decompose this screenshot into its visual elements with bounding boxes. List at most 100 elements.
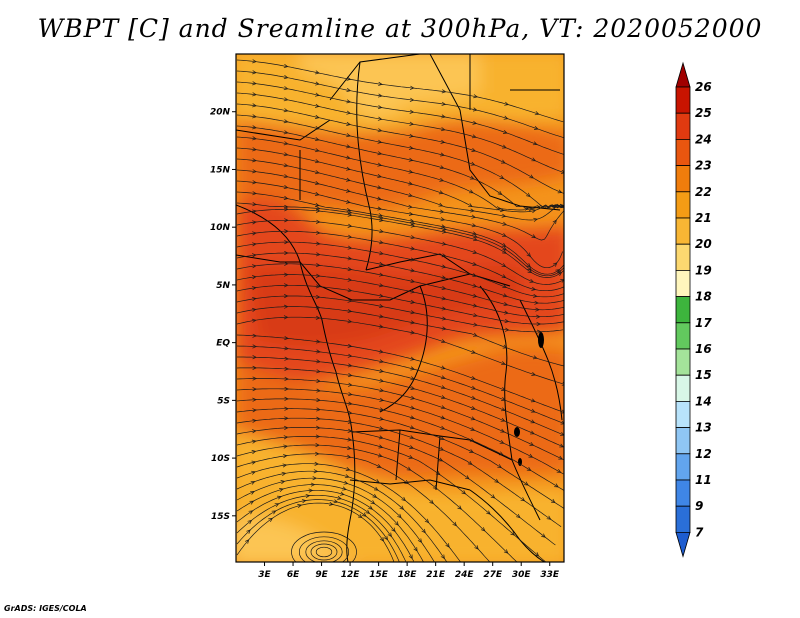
streamline-arrow — [439, 209, 445, 214]
streamline-arrow — [441, 224, 446, 229]
lon-label: 9E — [315, 570, 328, 580]
streamline-arrow — [440, 152, 445, 157]
streamline-arrow — [314, 191, 320, 196]
streamline-arrow — [315, 103, 320, 108]
streamline — [236, 263, 564, 311]
streamline-arrow — [536, 329, 542, 334]
streamline-arrow — [315, 434, 321, 439]
streamline — [236, 378, 564, 461]
streamline-arrow — [501, 263, 507, 268]
streamline-arrow — [410, 257, 416, 262]
streamline-arrow — [283, 185, 289, 190]
colorbar-swatch — [675, 138, 691, 166]
streamline-arrow — [529, 278, 535, 283]
streamline-arrow — [284, 366, 290, 371]
streamline-arrow — [315, 241, 321, 246]
streamline-arrow — [408, 145, 414, 150]
streamline-arrow — [500, 159, 506, 164]
streamline-arrow — [310, 482, 316, 487]
streamline — [236, 81, 564, 155]
lat-label: EQ — [216, 339, 230, 349]
streamline-arrow — [337, 495, 342, 500]
streamline-arrow — [526, 263, 531, 268]
streamline-arrow — [314, 148, 320, 153]
streamline-arrow — [410, 366, 416, 371]
streamline-arrow — [251, 264, 257, 269]
streamline-arrow — [283, 64, 289, 69]
colorbar-swatch — [675, 165, 691, 193]
streamline-arrow — [410, 320, 416, 325]
streamline-arrow — [379, 261, 384, 267]
streamline-arrow — [314, 170, 320, 175]
streamline-arrow — [560, 169, 564, 174]
streamline-arrow — [252, 408, 257, 413]
cyclone-ring — [310, 543, 338, 561]
streamlines — [236, 59, 564, 562]
streamline — [236, 408, 564, 509]
streamline-arrow — [440, 415, 446, 420]
streamline-arrow — [472, 107, 478, 112]
streamline-arrow — [252, 103, 257, 108]
streamline-arrow — [347, 319, 353, 324]
streamline-arrow — [424, 518, 430, 524]
streamline-arrow — [315, 81, 320, 86]
streamline-arrow — [297, 504, 303, 508]
streamline — [236, 147, 564, 213]
colorbar-swatch — [675, 243, 691, 271]
streamline-arrow — [283, 152, 289, 157]
streamline-arrow — [379, 537, 384, 542]
field-southwest-coolest — [236, 517, 354, 562]
streamline — [236, 494, 407, 562]
lon-label: 3E — [258, 570, 271, 580]
streamline-arrow — [268, 517, 273, 522]
streamline-arrow — [283, 119, 289, 124]
streamline-arrow — [439, 165, 445, 170]
streamline-arrow — [379, 426, 384, 431]
streamline-arrow — [531, 209, 537, 214]
streamline-arrow — [560, 420, 564, 425]
streamline-arrow — [315, 92, 320, 97]
streamline-arrow — [377, 128, 383, 133]
streamline-arrow — [467, 460, 473, 465]
streamline-arrow — [250, 490, 255, 495]
streamline-arrow — [441, 296, 447, 301]
streamline-arrow — [501, 213, 507, 218]
streamline-arrow — [379, 314, 384, 319]
streamline-arrow — [379, 368, 384, 373]
streamline-arrow — [315, 114, 320, 119]
streamline-arrow — [305, 493, 311, 498]
lon-label: 33E — [540, 570, 560, 580]
streamline-arrow — [316, 359, 321, 364]
streamline-arrow — [500, 417, 506, 422]
streamline-arrow — [379, 359, 384, 364]
lat-label: 10S — [211, 454, 230, 464]
streamline-arrow — [377, 116, 383, 121]
streamline-arrow — [379, 349, 384, 354]
streamline-arrow — [346, 76, 352, 81]
streamline-arrow — [560, 409, 564, 414]
streamline-arrow — [316, 378, 321, 384]
streamline-arrow — [252, 125, 257, 130]
streamline-arrow — [471, 405, 476, 410]
streamline-arrow — [532, 141, 538, 146]
streamline-arrow — [408, 193, 413, 198]
streamline-arrow — [410, 235, 416, 240]
streamline-arrow — [252, 180, 257, 185]
streamline-arrow — [252, 191, 257, 196]
streamline-arrow — [560, 279, 564, 283]
streamline-arrow — [461, 490, 467, 495]
streamline-arrow — [409, 85, 415, 90]
colorbar-label: 18 — [695, 290, 712, 304]
streamline — [236, 427, 556, 546]
streamline-arrow — [441, 264, 447, 269]
streamline-arrow — [316, 416, 321, 421]
colorbar-swatch — [675, 505, 691, 533]
streamline-arrow — [345, 188, 351, 193]
streamline-arrow — [408, 211, 414, 216]
colorbar-label: 20 — [695, 237, 712, 251]
streamline-arrow — [410, 395, 416, 400]
streamline-arrow — [315, 425, 321, 430]
lon-label: 30E — [512, 570, 532, 580]
streamline-arrow — [283, 444, 288, 449]
